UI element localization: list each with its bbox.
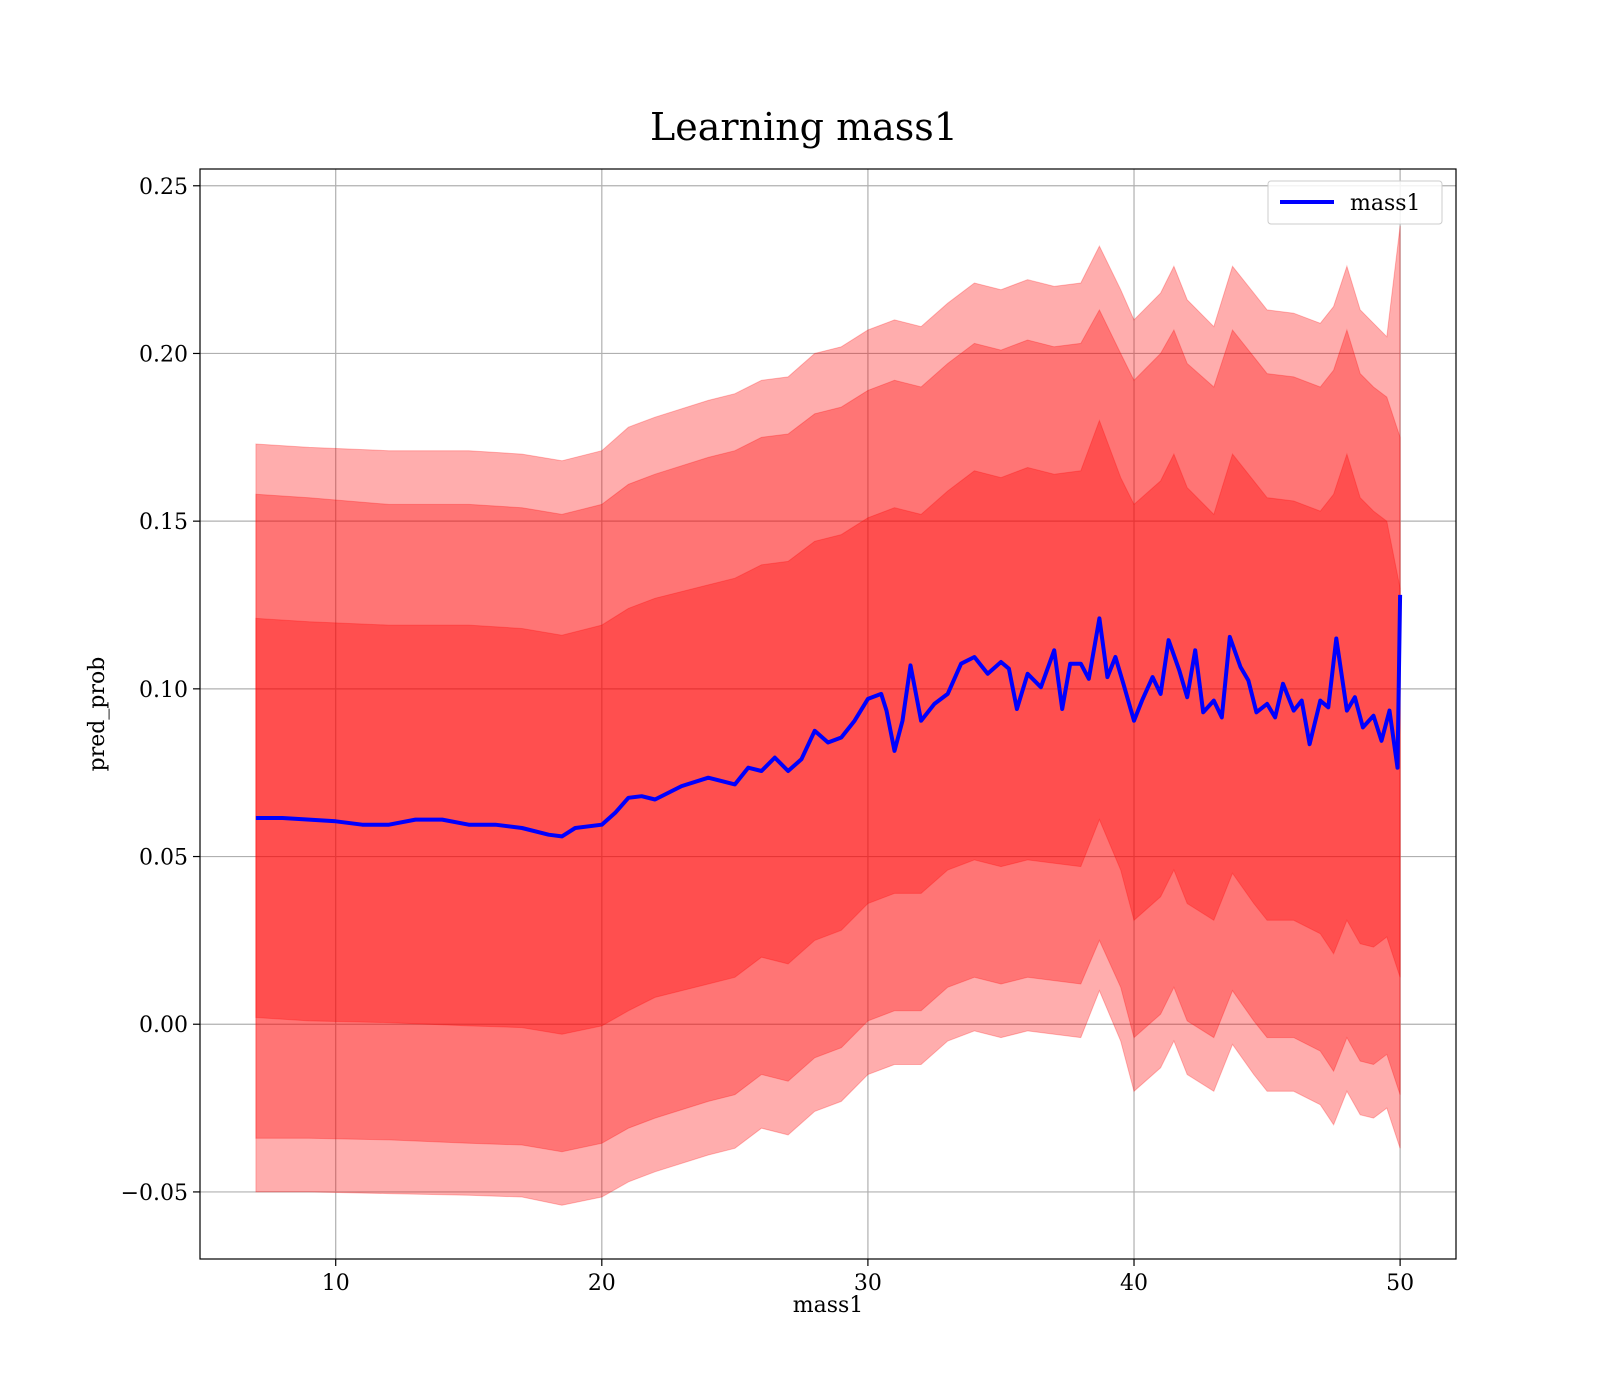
chart-title: Learning mass1 bbox=[650, 105, 958, 149]
plot-frame bbox=[199, 168, 1457, 1260]
x-axis-title: mass1 bbox=[793, 1293, 864, 1318]
plot-area bbox=[199, 168, 1457, 1260]
legend-box bbox=[1267, 180, 1443, 225]
series-line-mass1 bbox=[255, 594, 1403, 839]
y-tick-label: 0.10 bbox=[139, 678, 188, 703]
x-tick-label: 30 bbox=[854, 1271, 882, 1296]
y-tick-label: 0.15 bbox=[139, 510, 188, 535]
y-tick-label: 0.05 bbox=[139, 846, 188, 871]
x-axis-ticks: 10 20 30 40 50 bbox=[322, 1259, 1414, 1296]
y-tick-label: 0.20 bbox=[139, 342, 188, 367]
legend-label: mass1 bbox=[1350, 191, 1421, 216]
series-lines bbox=[255, 594, 1403, 839]
legend: mass1 bbox=[1267, 180, 1443, 225]
x-tick-label: 20 bbox=[588, 1271, 616, 1296]
y-tick-label: −0.05 bbox=[121, 1181, 188, 1206]
confidence-band-3 bbox=[255, 419, 1401, 1035]
x-tick-label: 40 bbox=[1120, 1271, 1148, 1296]
x-tick-label: 10 bbox=[322, 1271, 350, 1296]
x-tick-label: 50 bbox=[1386, 1271, 1414, 1296]
confidence-band-2 bbox=[255, 308, 1401, 1153]
y-tick-label: 0.00 bbox=[139, 1013, 188, 1038]
y-axis-title: pred_prob bbox=[85, 657, 110, 772]
confidence-bands bbox=[255, 225, 1401, 1206]
y-axis-ticks: −0.05 0.00 0.05 0.10 0.15 0.20 0.25 bbox=[121, 175, 200, 1206]
confidence-band-1 bbox=[255, 225, 1401, 1206]
y-tick-label: 0.25 bbox=[139, 175, 188, 200]
